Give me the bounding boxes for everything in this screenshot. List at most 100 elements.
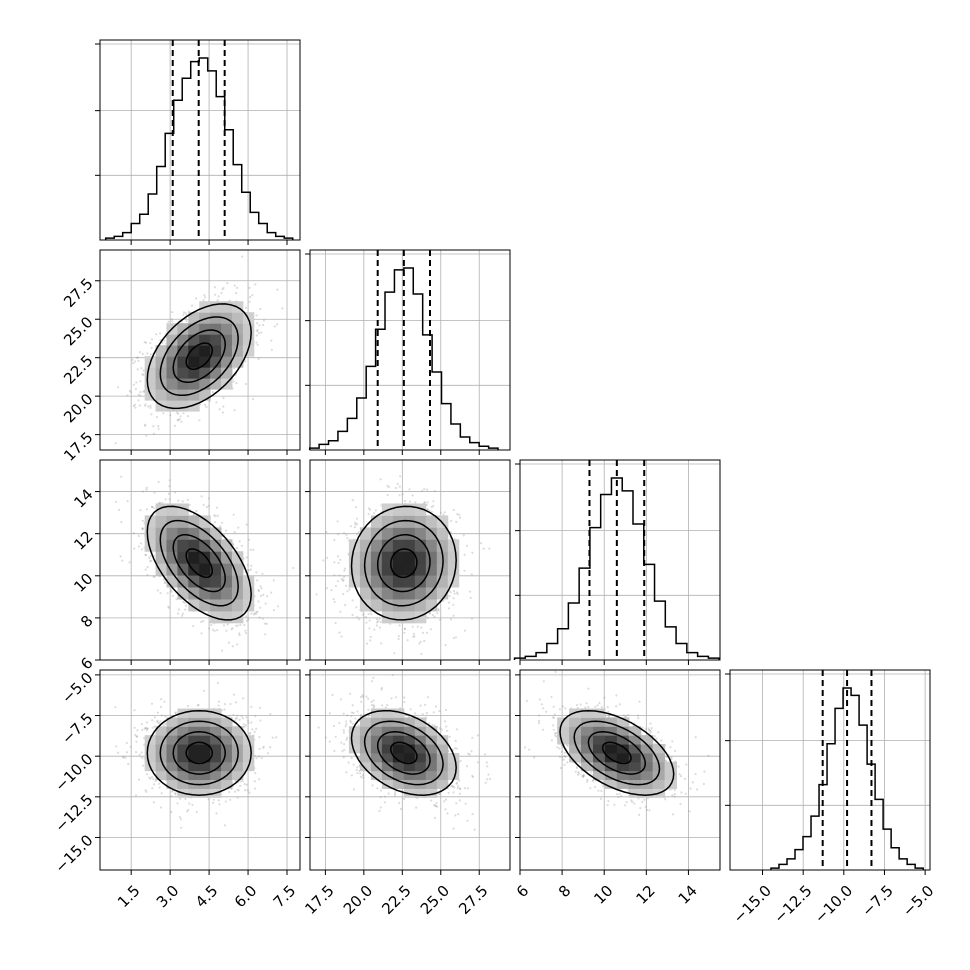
scatter-point (230, 628, 233, 631)
scatter-point (184, 312, 187, 315)
scatter-point (232, 513, 235, 516)
scatter-point (207, 504, 210, 507)
scatter-point (326, 556, 329, 560)
scatter-point (348, 588, 351, 591)
scatter-point (252, 548, 255, 552)
scatter-point (187, 310, 190, 313)
scatter-point (142, 369, 145, 372)
scatter-point (365, 642, 368, 645)
scatter-panel-3-0 (95, 669, 301, 875)
scatter-point (333, 538, 336, 542)
scatter-point (195, 509, 198, 512)
scatter-point (162, 412, 165, 415)
scatter-point (134, 406, 137, 409)
scatter-point (259, 308, 262, 311)
scatter-point (356, 517, 359, 520)
scatter-point (387, 485, 390, 489)
scatter-point (182, 412, 185, 415)
scatter-point (355, 606, 358, 609)
scatter-point (126, 500, 129, 503)
scatter-point (171, 311, 174, 314)
scatter-point (133, 547, 136, 550)
scatter-point (412, 632, 415, 636)
scatter-point (235, 291, 238, 295)
scatter-point (452, 589, 455, 593)
scatter-point (120, 521, 123, 524)
scatter-point (257, 357, 260, 360)
scatter-point (129, 745, 132, 748)
density-cell (199, 323, 211, 335)
scatter-point (456, 591, 459, 594)
scatter-point (150, 338, 154, 341)
scatter-point (394, 486, 398, 490)
density-cell (403, 563, 416, 576)
scatter-point (488, 547, 491, 550)
scatter-point (121, 559, 124, 562)
scatter-point (379, 478, 382, 481)
scatter-point (337, 561, 340, 565)
density-cell (166, 356, 178, 368)
density-cell (188, 551, 200, 564)
scatter-point (176, 419, 179, 422)
scatter-point (330, 589, 333, 592)
scatter-point (141, 528, 144, 531)
density-cell (144, 378, 157, 390)
scatter-point (245, 523, 248, 526)
scatter-point (152, 425, 155, 428)
scatter-point (251, 294, 254, 297)
scatter-point (166, 592, 169, 595)
scatter-point (244, 629, 247, 632)
scatter-point (256, 329, 259, 332)
scatter-point (159, 592, 162, 595)
scatter-point (367, 512, 370, 516)
density-cell (370, 563, 383, 576)
scatter-point (450, 519, 453, 523)
density-cell (414, 575, 427, 588)
scatter-point (342, 575, 346, 579)
scatter-point (139, 542, 143, 545)
scatter-point (146, 566, 149, 569)
scatter-point (449, 591, 452, 594)
scatter-point (361, 613, 364, 616)
scatter-point (272, 579, 275, 582)
scatter-point (177, 418, 180, 422)
density-cell (221, 301, 233, 313)
density-cell (221, 323, 233, 335)
density-cell (370, 587, 383, 600)
scatter-point (134, 360, 137, 363)
scatter-point (116, 386, 120, 389)
scatter-point (176, 612, 180, 615)
scatter-point (203, 294, 206, 297)
density-cell (242, 334, 255, 346)
scatter-point (255, 571, 258, 574)
scatter-point (462, 534, 465, 537)
scatter-point (155, 333, 158, 336)
scatter-point (454, 636, 458, 639)
scatter-point (256, 343, 259, 346)
scatter-point (141, 490, 144, 493)
scatter-point (167, 605, 170, 608)
scatter-point (439, 511, 442, 514)
scatter-point (343, 567, 347, 570)
scatter-point (443, 511, 446, 514)
scatter-point (145, 488, 148, 491)
scatter-point (168, 485, 171, 488)
scatter-point (373, 511, 376, 515)
scatter-point (470, 617, 474, 620)
scatter-point (406, 639, 409, 642)
scatter-point (439, 618, 442, 621)
scatter-point (340, 577, 344, 581)
scatter-point (239, 623, 242, 627)
scatter-point (368, 619, 371, 622)
scatter-point (408, 500, 412, 503)
scatter-point (233, 409, 236, 412)
density-cell (210, 301, 222, 313)
density-cell (199, 345, 211, 357)
scatter-point (255, 612, 258, 616)
density-cell (370, 515, 383, 528)
scatter-panel-1-0 (95, 249, 301, 455)
scatter-point (238, 540, 241, 543)
density-cell (425, 551, 438, 564)
scatter-point (185, 319, 188, 323)
scatter-point (202, 503, 205, 506)
